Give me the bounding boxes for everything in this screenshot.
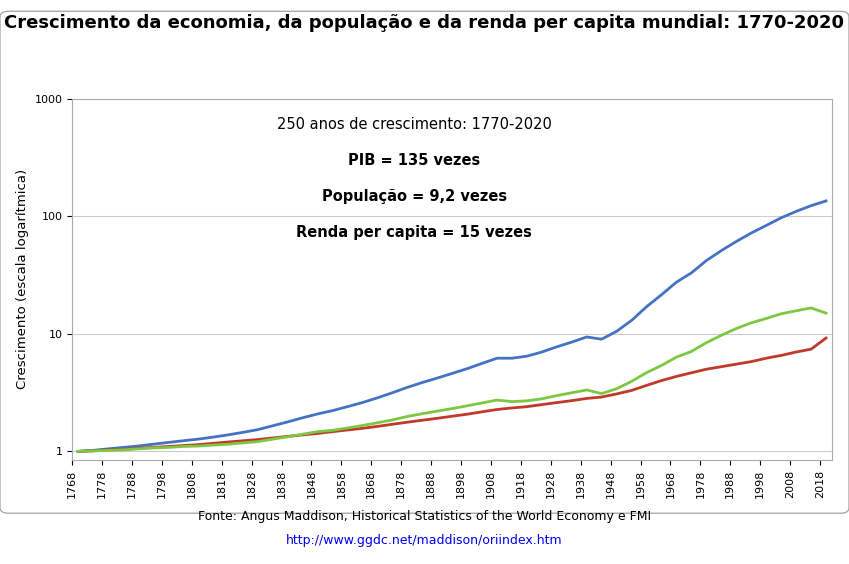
PIB — [73, 448, 83, 455]
População — [238, 438, 248, 444]
Renda per capita — [791, 307, 801, 314]
Renda per capita — [611, 385, 621, 392]
PIB — [238, 429, 248, 436]
Renda per capita — [312, 428, 323, 435]
Text: População = 9,2 vezes: População = 9,2 vezes — [322, 189, 507, 204]
Text: Crescimento da economia, da população e da renda per capita mundial: 1770-2020: Crescimento da economia, da população e … — [4, 14, 845, 32]
Text: PIB = 135 vezes: PIB = 135 vezes — [348, 153, 481, 168]
População — [312, 430, 323, 437]
População — [806, 346, 816, 352]
Y-axis label: Crescimento (escala logarítmica): Crescimento (escala logarítmica) — [16, 169, 29, 389]
PIB — [806, 202, 816, 209]
População — [821, 334, 831, 341]
População — [73, 448, 83, 455]
Renda per capita — [73, 448, 83, 455]
Renda per capita — [297, 431, 307, 438]
PIB — [821, 197, 831, 204]
Renda per capita — [821, 310, 831, 316]
Renda per capita — [238, 439, 248, 446]
Renda per capita — [806, 305, 816, 311]
Renda per capita — [566, 389, 576, 396]
Line: População: População — [78, 338, 826, 451]
População — [566, 397, 576, 404]
PIB — [312, 411, 323, 417]
PIB — [611, 328, 621, 334]
Line: PIB: PIB — [78, 201, 826, 451]
Line: Renda per capita: Renda per capita — [78, 308, 826, 451]
Text: http://www.ggdc.net/maddison/oriindex.htm: http://www.ggdc.net/maddison/oriindex.ht… — [286, 534, 563, 547]
Text: Fonte: Angus Maddison, Historical Statistics of the World Economy e FMI: Fonte: Angus Maddison, Historical Statis… — [198, 510, 651, 523]
Text: 250 anos de crescimento: 1770-2020: 250 anos de crescimento: 1770-2020 — [277, 117, 552, 132]
PIB — [566, 339, 576, 346]
PIB — [297, 415, 307, 421]
População — [297, 431, 307, 438]
Text: Renda per capita = 15 vezes: Renda per capita = 15 vezes — [296, 225, 532, 240]
População — [611, 390, 621, 397]
